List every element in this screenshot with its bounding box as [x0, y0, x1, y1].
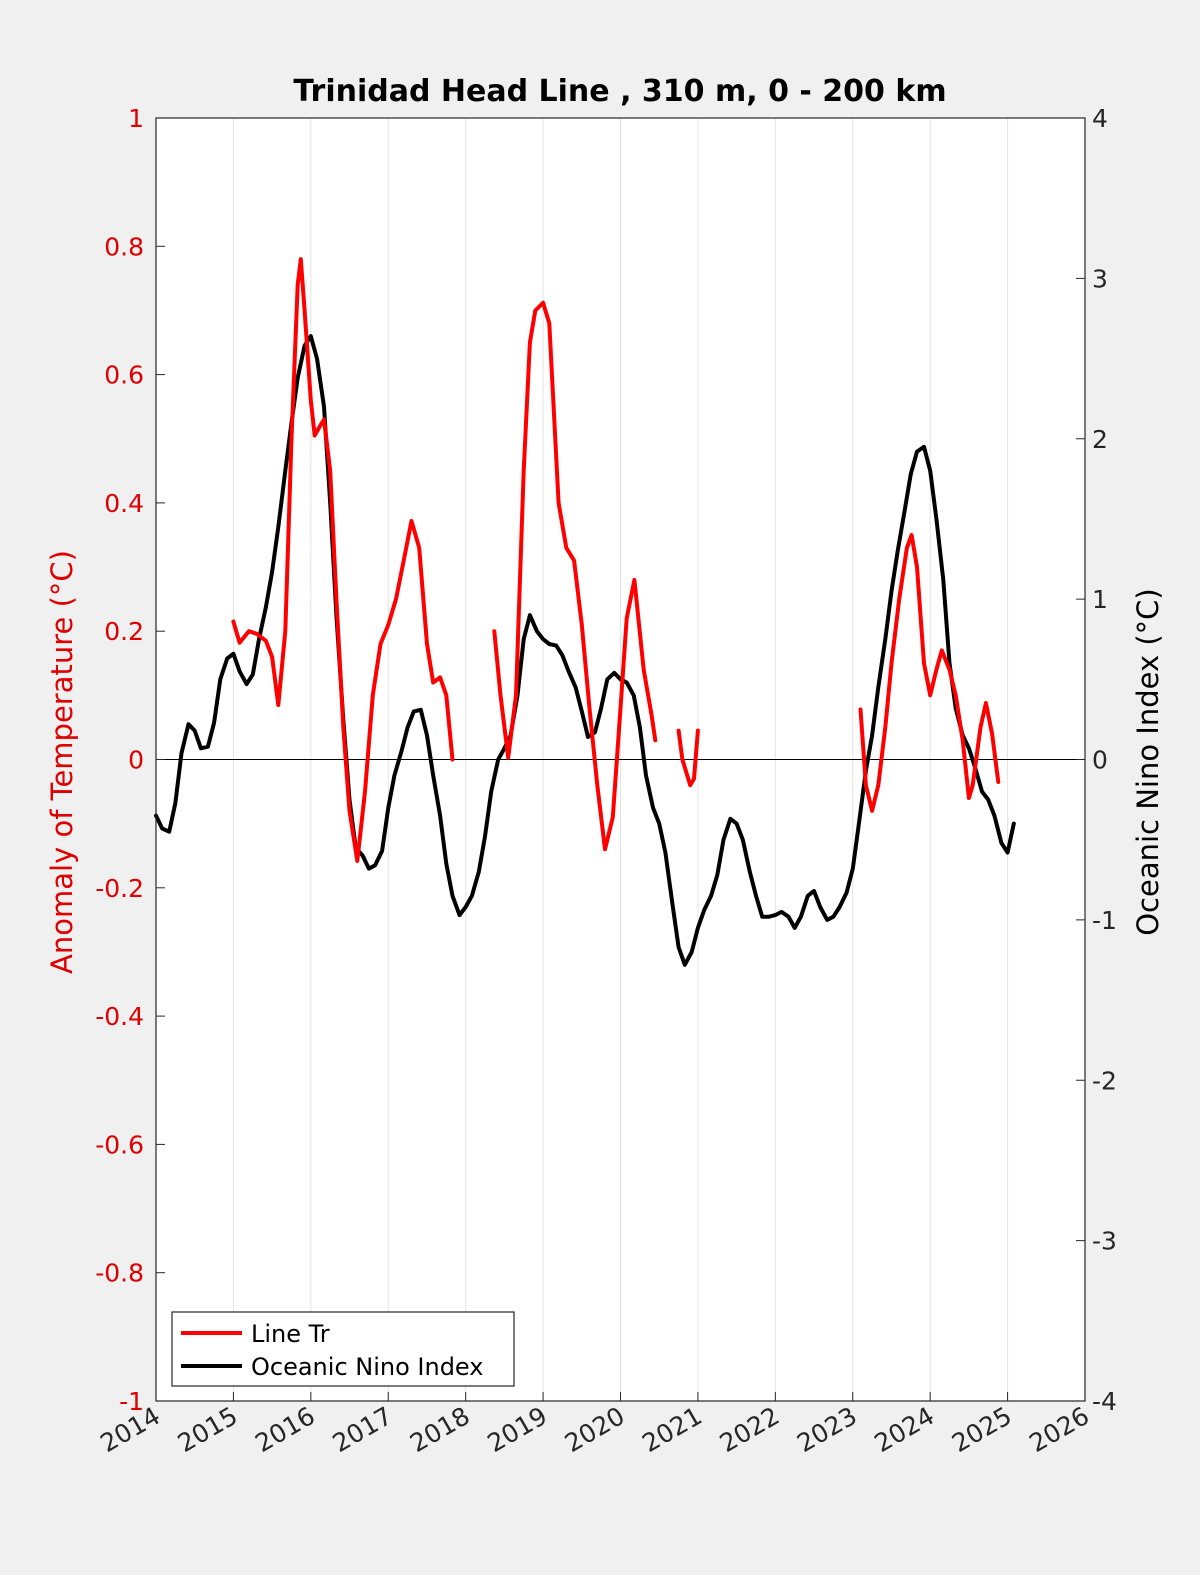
- legend-label-oni: Oceanic Nino Index: [251, 1353, 483, 1381]
- series-line-tr-segment: [231, 257, 455, 863]
- left-tick-label: 0.6: [104, 361, 144, 390]
- right-tick-label: -4: [1092, 1387, 1117, 1416]
- legend-box: [171, 1311, 515, 1387]
- left-axis-label: Anomaly of Temperature (°C): [45, 550, 79, 974]
- right-axis-ticks: 4 3 2 1 0 -1 -2 -3 -4: [1076, 104, 1117, 1416]
- left-tick-label: 0.2: [104, 617, 144, 646]
- right-tick-label: 4: [1092, 104, 1108, 133]
- right-tick-label: -3: [1092, 1227, 1117, 1256]
- left-tick-label: -1: [119, 1387, 144, 1416]
- legend: Line Tr Oceanic Nino Index: [171, 1311, 515, 1387]
- right-tick-label: 3: [1092, 264, 1108, 293]
- right-tick-label: -1: [1092, 906, 1117, 935]
- series-line-tr-segment: [676, 728, 700, 788]
- series-line-tr-segment: [492, 300, 658, 852]
- left-tick-label: 0: [128, 746, 144, 775]
- left-tick-label: -0.8: [95, 1259, 144, 1288]
- right-tick-label: 0: [1092, 746, 1108, 775]
- left-tick-label: -0.6: [95, 1130, 144, 1159]
- right-axis-label: Oceanic Nino Index (°C): [1131, 588, 1165, 936]
- left-tick-label: -0.4: [95, 1002, 144, 1031]
- legend-label-line-tr: Line Tr: [251, 1320, 330, 1348]
- left-tick-label: 0.8: [104, 232, 144, 261]
- series-line-tr-segment: [858, 533, 1001, 813]
- right-tick-label: -2: [1092, 1066, 1117, 1095]
- series-layer: [154, 257, 1016, 967]
- right-tick-label: 2: [1092, 425, 1108, 454]
- left-tick-label: 1: [128, 104, 144, 133]
- series-oni-line: [154, 334, 1016, 967]
- left-axis-ticks: 1 0.8 0.6 0.4 0.2 0 -0.2 -0.4 -0.6 -0.8 -1: [95, 104, 165, 1416]
- right-tick-label: 1: [1092, 585, 1108, 614]
- left-tick-label: 0.4: [104, 489, 144, 518]
- left-tick-label: -0.2: [95, 874, 144, 903]
- chart-title: Trinidad Head Line , 310 m, 0 - 200 km: [293, 74, 946, 109]
